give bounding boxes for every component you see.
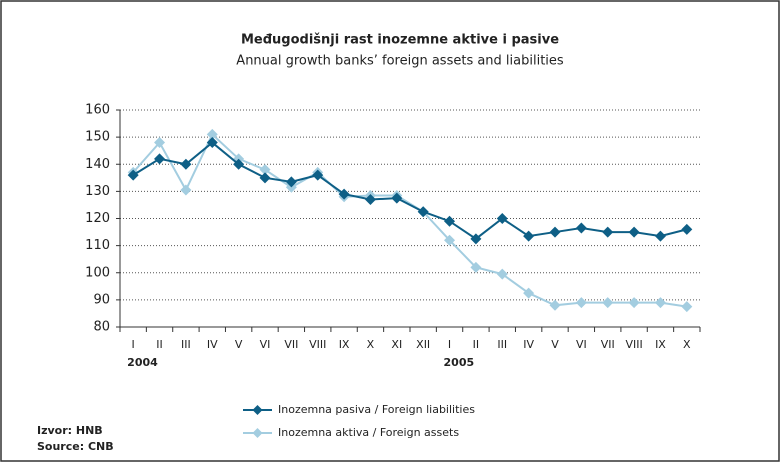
- source-label: Source: CNB: [37, 440, 114, 453]
- data-point: [575, 222, 587, 234]
- data-point: [444, 234, 456, 246]
- x-tick-label: VI: [260, 338, 271, 351]
- data-point: [285, 176, 297, 188]
- data-point: [496, 268, 508, 280]
- year-label: 2005: [444, 356, 475, 369]
- x-tick-label: III: [181, 338, 191, 351]
- x-tick-label: IV: [523, 338, 534, 351]
- data-point: [364, 194, 376, 206]
- x-tick-label: XI: [391, 338, 402, 351]
- data-point: [391, 192, 403, 204]
- x-tick-label: IV: [207, 338, 218, 351]
- x-tick-label: VI: [576, 338, 587, 351]
- data-point: [523, 230, 535, 242]
- data-point: [654, 230, 666, 242]
- y-tick-label: 80: [93, 320, 110, 335]
- data-point: [180, 158, 192, 170]
- x-tick-label: XII: [416, 338, 430, 351]
- x-tick-label: III: [497, 338, 507, 351]
- data-point: [154, 153, 166, 165]
- data-point: [127, 169, 139, 181]
- x-tick-label: IX: [339, 338, 350, 351]
- data-point: [444, 215, 456, 227]
- data-point: [206, 128, 218, 140]
- y-tick-label: 120: [85, 211, 110, 226]
- y-tick-label: 160: [85, 103, 110, 118]
- x-tick-label: IX: [655, 338, 666, 351]
- y-tick-label: 130: [85, 184, 110, 199]
- data-point: [496, 213, 508, 224]
- source-label: Izvor: HNB: [37, 424, 103, 437]
- x-tick-label: II: [156, 338, 163, 351]
- data-point: [681, 223, 693, 235]
- x-tick-label: V: [235, 338, 243, 351]
- chart-subtitle: Annual growth banks’ foreign assets and …: [236, 54, 564, 69]
- data-point: [602, 297, 614, 309]
- x-tick-label: V: [551, 338, 559, 351]
- data-point: [259, 172, 271, 184]
- data-point: [470, 233, 482, 245]
- data-point: [206, 137, 218, 149]
- data-point: [180, 184, 192, 196]
- data-point: [154, 137, 166, 149]
- x-tick-label: VII: [284, 338, 298, 351]
- data-point: [681, 301, 693, 313]
- data-point: [549, 226, 561, 238]
- x-tick-label: VII: [601, 338, 615, 351]
- legend-label: Inozemna pasiva / Foreign liabilities: [278, 403, 475, 416]
- legend-label: Inozemna aktiva / Foreign assets: [278, 426, 459, 439]
- series-line: [132, 132, 687, 308]
- y-tick-label: 110: [85, 238, 110, 253]
- x-tick-label: II: [473, 338, 480, 351]
- data-point: [312, 169, 324, 181]
- data-point: [549, 299, 561, 311]
- x-tick-label: X: [367, 338, 375, 351]
- data-point: [654, 297, 666, 309]
- data-point: [602, 226, 614, 238]
- series-line: [132, 141, 688, 241]
- data-point: [470, 261, 482, 273]
- data-point: [338, 188, 350, 200]
- y-tick-label: 140: [85, 157, 110, 172]
- year-label: 2004: [127, 356, 158, 369]
- data-point: [233, 158, 245, 170]
- legend-marker: [252, 405, 263, 415]
- x-tick-label: VIII: [625, 338, 642, 351]
- data-point: [259, 164, 271, 176]
- data-point: [523, 287, 535, 299]
- data-point: [575, 297, 587, 309]
- x-tick-label: I: [132, 338, 135, 351]
- y-tick-label: 90: [93, 292, 110, 307]
- x-tick-label: I: [448, 338, 451, 351]
- y-tick-label: 150: [85, 130, 110, 145]
- x-tick-label: X: [683, 338, 691, 351]
- data-point: [628, 226, 640, 238]
- legend-marker: [252, 428, 263, 438]
- data-point: [417, 206, 429, 218]
- x-tick-label: VIII: [309, 338, 326, 351]
- chart-title: Međugodišnji rast inozemne aktive i pasi…: [241, 33, 559, 48]
- y-tick-label: 100: [85, 265, 110, 280]
- data-point: [628, 297, 640, 309]
